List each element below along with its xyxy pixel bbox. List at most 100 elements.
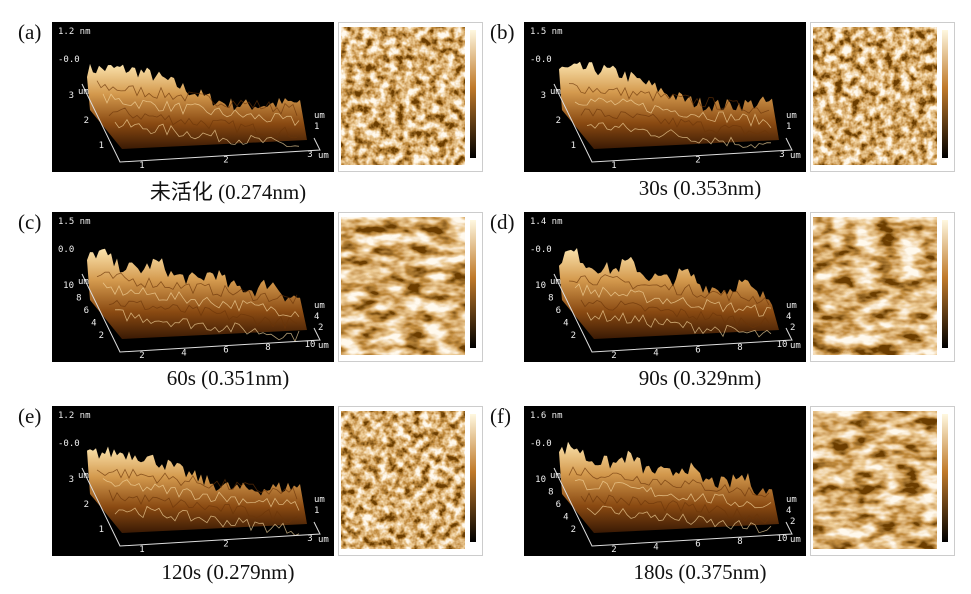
side-tick-label: 2 <box>790 517 795 527</box>
x-tick-label: 2 <box>611 545 616 555</box>
axes <box>81 273 321 353</box>
surface-ridge <box>96 468 298 500</box>
color-bar <box>470 414 476 542</box>
z-max: 1.5 nm <box>58 217 91 227</box>
unit: um <box>318 151 329 161</box>
x-tick-label: 6 <box>695 346 700 356</box>
color-bar <box>942 220 948 348</box>
afm-height-map <box>810 22 955 172</box>
surface-ridge <box>568 83 770 114</box>
surface-ridge <box>108 107 298 139</box>
map-image <box>813 27 937 165</box>
map-image <box>341 411 465 549</box>
y-tick-label: 10 <box>535 281 546 291</box>
surface-ridge <box>580 108 770 136</box>
caption: 未活化 (0.274nm) <box>149 180 307 204</box>
unit: um <box>790 535 801 545</box>
y-tick-label: 6 <box>556 306 561 316</box>
surface <box>87 248 307 339</box>
surface-ridge <box>96 271 298 305</box>
surface-ridge <box>114 309 300 343</box>
map-image <box>813 217 937 355</box>
caption: 120s (0.279nm) <box>161 560 295 584</box>
y-tick-label: 6 <box>556 500 561 510</box>
caption: 60s (0.351nm) <box>166 366 290 390</box>
y-tick-label: 2 <box>571 525 576 535</box>
map-image <box>341 27 465 165</box>
color-bar <box>942 414 948 542</box>
x-tick-label: 8 <box>737 343 742 353</box>
y-tick-label: 2 <box>84 116 89 126</box>
x-tick-label: 10 <box>305 340 316 350</box>
caption: 30s (0.353nm) <box>638 176 762 200</box>
color-bar <box>470 30 476 158</box>
surface-ridge <box>580 492 770 524</box>
y-tick-label: 3 <box>69 91 74 101</box>
y-tick-label: 8 <box>76 294 81 304</box>
axes <box>553 273 793 353</box>
color-bar <box>470 220 476 348</box>
surface-ridge <box>102 93 300 127</box>
z-zero: -0.0 <box>530 439 552 449</box>
x-tick-label: 10 <box>777 534 788 544</box>
side-tick-label: 4 <box>786 312 791 322</box>
x-tick-label: 1 <box>611 161 616 171</box>
unit: um <box>550 87 561 97</box>
unit: um <box>318 535 329 545</box>
z-max: 1.4 nm <box>530 217 563 227</box>
surface-ridge <box>574 283 772 317</box>
y-tick-label: 2 <box>84 500 89 510</box>
x-tick-label: 2 <box>695 156 700 166</box>
caption: 180s (0.375nm) <box>633 560 767 584</box>
surface-ridge <box>568 466 770 498</box>
map-image <box>341 217 465 355</box>
unit: um <box>78 471 89 481</box>
y-tick-label: 3 <box>541 91 546 101</box>
side-tick-label: 1 <box>786 122 791 132</box>
x-tick-label: 8 <box>265 343 270 353</box>
surface-ridge <box>574 97 772 129</box>
side-tick-label: 2 <box>318 323 323 333</box>
side-tick-label: 1 <box>314 122 319 132</box>
unit: um <box>790 341 801 351</box>
surface-ridge <box>568 274 770 306</box>
surface-ridge <box>586 309 772 338</box>
z-max: 1.5 nm <box>530 27 563 37</box>
unit: um <box>550 471 561 481</box>
x-tick-label: 6 <box>695 540 700 550</box>
afm-height-map <box>810 212 955 362</box>
unit: um <box>550 277 561 287</box>
y-tick-label: 2 <box>556 116 561 126</box>
z-max: 1.6 nm <box>530 411 563 421</box>
unit: um <box>314 111 325 121</box>
side-tick-label: 2 <box>790 323 795 333</box>
y-tick-label: 8 <box>548 294 553 304</box>
unit: um <box>790 151 801 161</box>
surface-ridge <box>586 505 772 534</box>
surface-ridge <box>574 479 772 509</box>
x-tick-label: 8 <box>737 537 742 547</box>
z-max: 1.2 nm <box>58 411 91 421</box>
panel-label: (a) <box>18 20 42 44</box>
caption: 90s (0.329nm) <box>638 366 762 390</box>
panel-label: (f) <box>490 404 511 428</box>
y-tick-label: 10 <box>535 475 546 485</box>
x-tick-label: 1 <box>139 545 144 555</box>
side-tick-label: 4 <box>786 506 791 516</box>
surface-ridge <box>580 299 770 329</box>
y-tick-label: 6 <box>84 306 89 316</box>
surface-ridge <box>108 489 298 524</box>
afm-height-map <box>338 406 483 556</box>
x-tick-label: 2 <box>611 351 616 361</box>
y-tick-label: 2 <box>571 331 576 341</box>
x-tick-label: 1 <box>139 161 144 171</box>
surface-ridge <box>586 122 772 149</box>
y-tick-label: 1 <box>99 141 104 151</box>
x-tick-label: 4 <box>653 542 658 552</box>
x-tick-label: 4 <box>181 348 186 358</box>
panel-label: (e) <box>18 404 42 428</box>
